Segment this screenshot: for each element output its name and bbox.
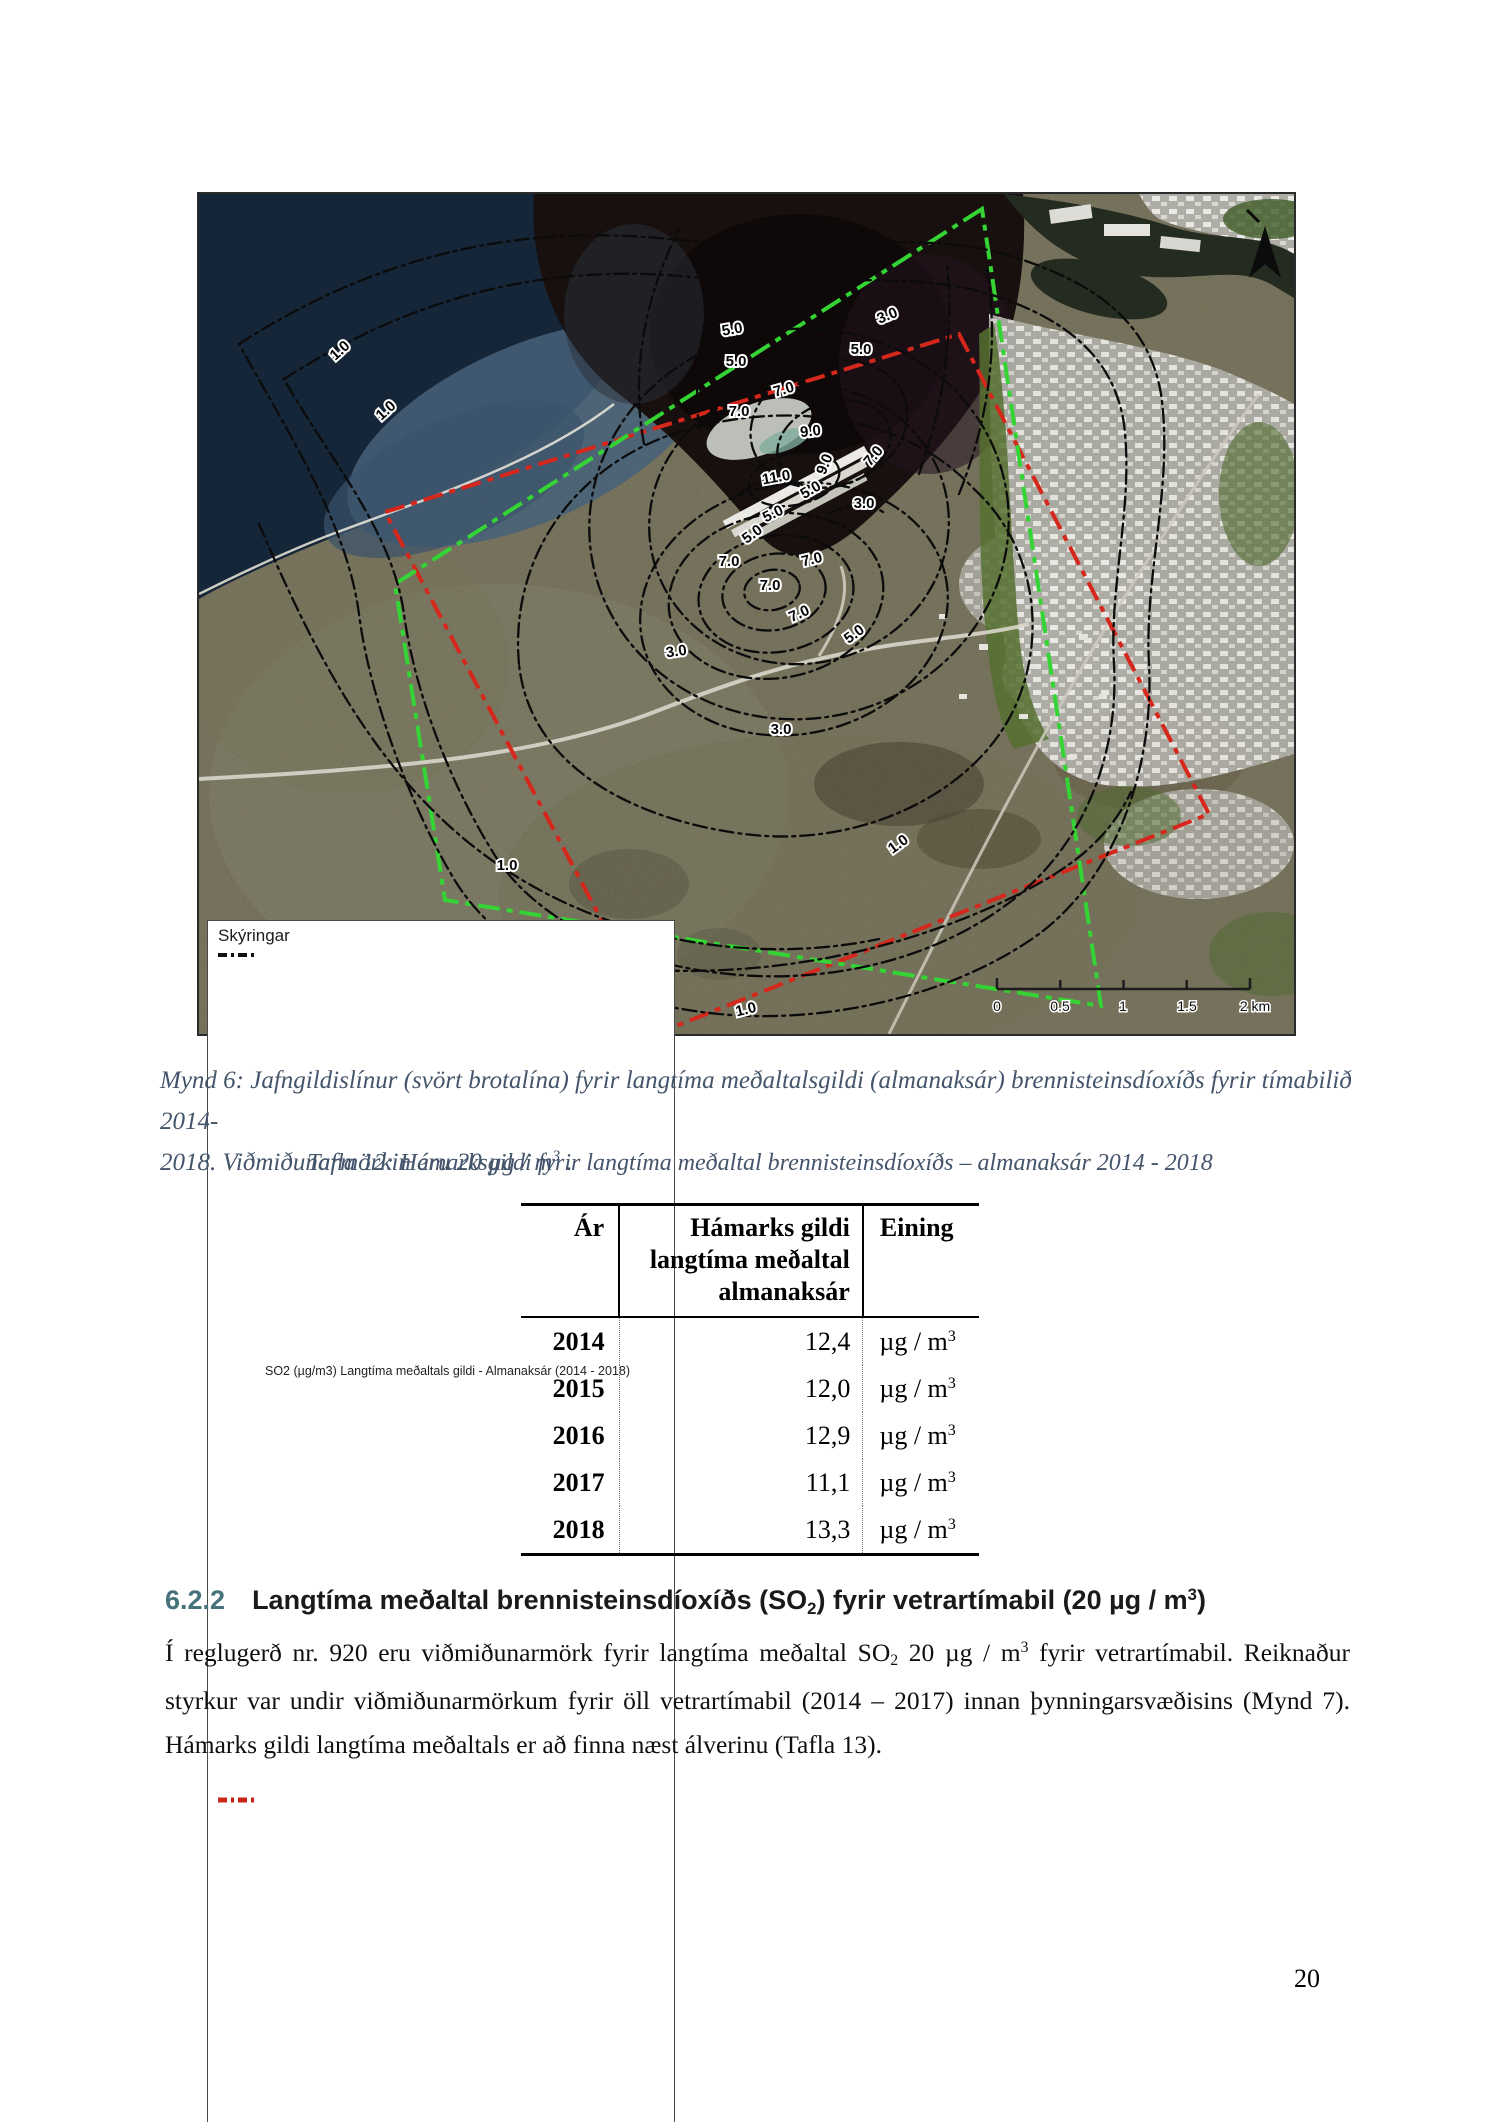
table-row: 2018 13,3 µg / m3 <box>521 1506 979 1556</box>
table-row: 2015 12,0 µg / m3 <box>521 1365 979 1412</box>
contour-label: 9.0 <box>799 422 822 441</box>
page-number: 20 <box>1294 1964 1320 1993</box>
figure-caption-line1: Mynd 6: Jafngildislínur (svört brotalína… <box>160 1067 1352 1135</box>
cell-unit: µg / m3 <box>862 1506 979 1556</box>
cell-value: 12,4 <box>619 1317 864 1365</box>
contour-label: 5.0 <box>726 353 747 370</box>
figure-caption: Mynd 6: Jafngildislínur (svört brotalína… <box>160 1067 1352 1176</box>
cell-value: 12,9 <box>619 1412 864 1459</box>
so2-contours <box>237 227 1166 1018</box>
cell-year: 2018 <box>521 1506 620 1556</box>
satellite-map: 1.01.05.05.03.05.07.07.09.09.0 7.011.0 5.0… <box>199 194 1294 1034</box>
contour-label: 7.0 <box>729 403 750 420</box>
scale-tick-label: 0 <box>993 998 1001 1014</box>
scale-bar: 0 0.5 1 1.5 2 km <box>992 978 1272 1016</box>
black-dashdot-line-icon <box>218 953 256 957</box>
section-heading-6-2-2: 6.2.2 Langtíma meðaltal brennisteinsdíoxí… <box>165 1584 1206 1618</box>
figure-caption-line2: 2018. Viðmiðunarmörkin eru 20 µg / m <box>160 1149 553 1176</box>
contour-label: 7.0 <box>719 553 740 570</box>
contour-label: 5.0 <box>851 341 872 358</box>
vegetation <box>979 199 1294 996</box>
contour-label: 3.0 <box>854 495 875 512</box>
column-header-year: Ár <box>521 1203 621 1318</box>
scale-tick-label: 2 km <box>1240 998 1270 1014</box>
scale-tick-label: 1.5 <box>1177 998 1197 1014</box>
cell-year: 2017 <box>521 1459 620 1506</box>
roads <box>199 393 1261 1034</box>
contour-label: 5.0 <box>720 319 743 339</box>
table-caption: Tafla 12: Hámarksgildi fyrir langtíma me… <box>307 1150 1213 1176</box>
scale-tick-label: 0.5 <box>1050 998 1070 1014</box>
map-figure: 1.0 1.0 5.0 5.0 3.0 5.0 7.0 7.0 9.0 9.0 7.0 11.0 5.0… <box>197 192 1296 2122</box>
contour-label: 1.0 <box>497 857 518 874</box>
column-header-unit: Eining <box>862 1203 979 1318</box>
cell-year: 2016 <box>521 1412 620 1459</box>
contour-label: 3.0 <box>665 642 688 662</box>
body-paragraph: Í reglugerð nr. 920 eru viðmiðunarmörk f… <box>165 1638 1350 1759</box>
cell-value: 12,0 <box>619 1365 864 1412</box>
contour-label: 7.0 <box>760 577 781 594</box>
cell-value: 13,3 <box>619 1506 864 1556</box>
coastline-surf <box>199 403 615 596</box>
section-title: Langtíma meðaltal brennisteinsdíoxíðs (S… <box>252 1585 808 1615</box>
green-boundary-dilution-area <box>392 205 1104 1009</box>
column-header-value: Hámarks gildi langtíma meðaltal almanaks… <box>619 1203 864 1318</box>
section-number: 6.2.2 <box>165 1585 226 1615</box>
table-header-row: Ár Hámarks gildi langtíma meðaltal alman… <box>521 1203 979 1318</box>
cell-year: 2015 <box>521 1365 620 1412</box>
table-tafla-12: Ár Hámarks gildi langtíma meðaltal alman… <box>521 1203 979 1556</box>
red-dashdot-line-icon <box>218 1797 256 1803</box>
cell-year: 2014 <box>521 1317 620 1365</box>
table-row: 2017 11,1 µg / m3 <box>521 1459 979 1506</box>
legend-title: Skýringar <box>218 926 290 945</box>
cell-unit: µg / m3 <box>879 1326 956 1356</box>
legend-item-red-boundary: Núverandi svæði takmarkaðrar ábyrgðar <box>218 1796 666 2122</box>
cell-unit: µg / m3 <box>879 1467 956 1497</box>
smelter-buildings <box>706 398 1147 759</box>
cell-unit: µg / m3 <box>879 1420 956 1450</box>
cell-value: 11,1 <box>619 1459 864 1506</box>
north-arrow-icon <box>1245 208 1281 278</box>
caption-superscript: 3 <box>552 1148 561 1166</box>
contour-label: 3.0 <box>771 721 792 738</box>
table-row: 2016 12,9 µg / m3 <box>521 1412 979 1459</box>
table-row: 2014 12,4 µg / m3 <box>521 1317 979 1365</box>
scale-tick-label: 1 <box>1119 998 1127 1014</box>
cell-unit: µg / m3 <box>879 1373 956 1403</box>
